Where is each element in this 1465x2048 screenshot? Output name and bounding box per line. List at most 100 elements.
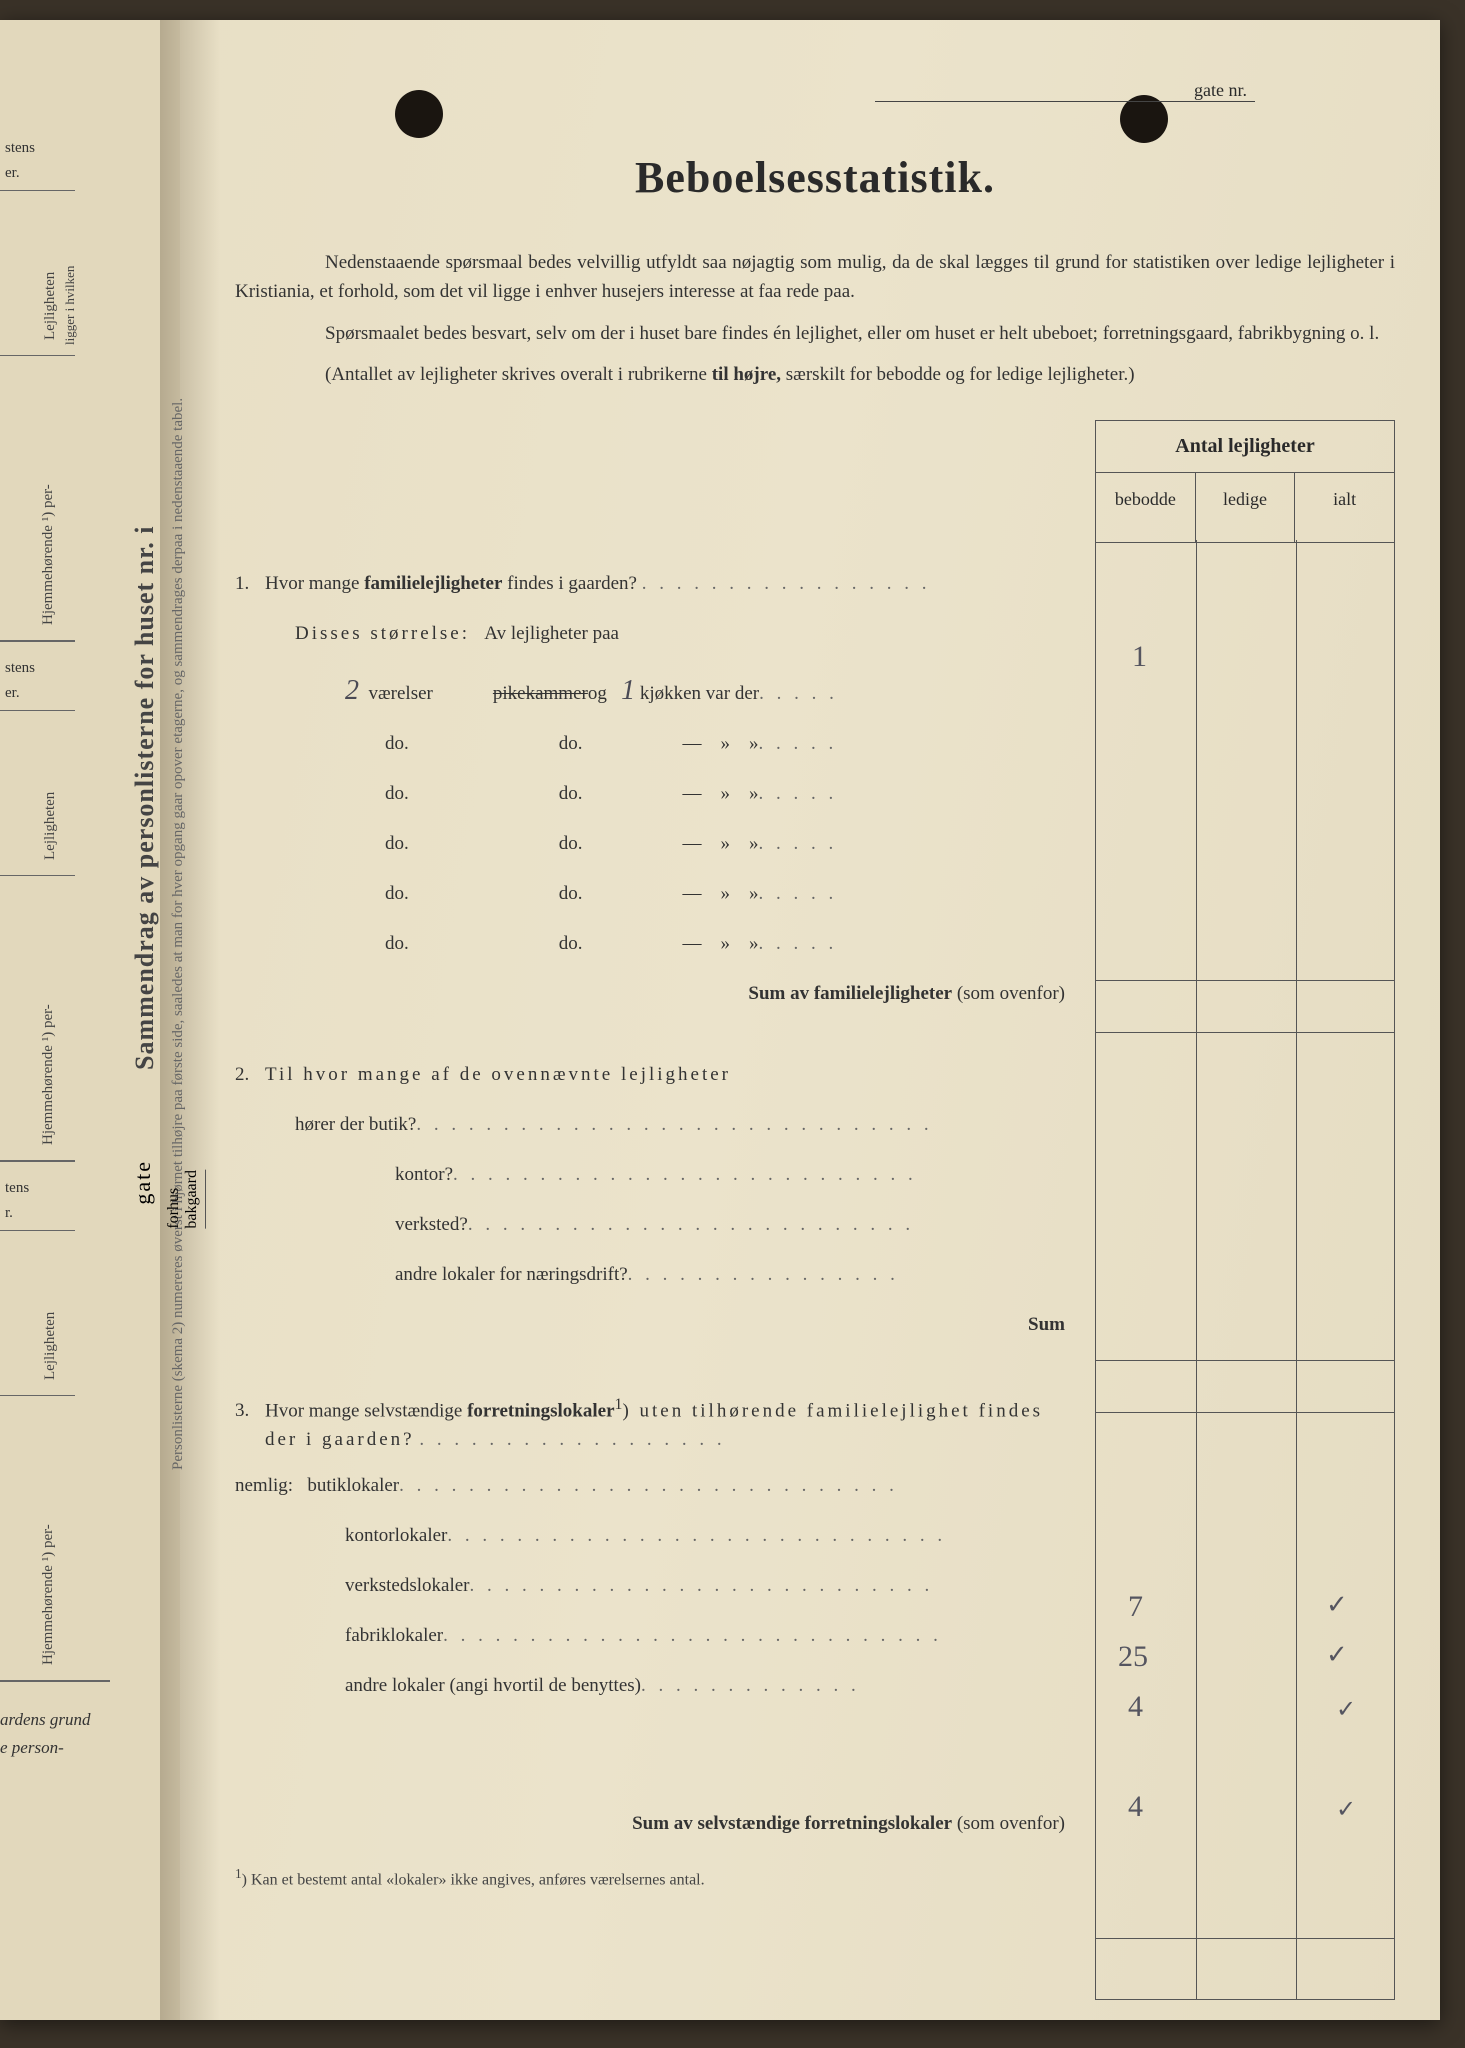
intro-p2: Spørsmaalet bedes besvart, selv om der i… — [235, 319, 1395, 348]
text: — — [683, 730, 702, 759]
q3-r3: verkstedslokaler . . . . . . . . . . . .… — [235, 1572, 1075, 1604]
text: verksted? — [395, 1211, 468, 1240]
text: værelser — [369, 680, 433, 709]
q1-disses: Disses størrelse: Av lejligheter paa — [235, 620, 1075, 652]
left-frag: ardens grund — [0, 1710, 91, 1730]
sidebar-note: Personlisterne (skema 2) numereres øvers… — [170, 170, 187, 1470]
hw-value: 4 — [1128, 1690, 1143, 1724]
dots: . . . . . — [759, 930, 838, 959]
dots: . . . . . — [759, 780, 838, 809]
dots: . . . . . — [759, 880, 838, 909]
text: » — [721, 880, 731, 909]
grid-hline — [1096, 1360, 1394, 1362]
q1-line-do: do. do. — » » . . . . . — [235, 930, 1075, 962]
grid-hline — [1096, 980, 1394, 982]
grid-hline — [1096, 1032, 1394, 1034]
q1-sum: Sum av familielejligheter (som ovenfor) — [235, 980, 1075, 1009]
col-bebodde: bebodde — [1096, 473, 1196, 542]
text: — — [683, 930, 702, 959]
hw-check: ✓ — [1336, 1795, 1356, 1824]
binding-shadow — [160, 20, 220, 2020]
left-frag: ligger i hvilken — [62, 205, 78, 345]
q2-r3: verksted? . . . . . . . . . . . . . . . … — [235, 1211, 1075, 1243]
sup: 1 — [235, 1866, 242, 1881]
sum-text: (som ovenfor) — [952, 1813, 1065, 1834]
text: andre lokaler for næringsdrift? — [395, 1261, 628, 1290]
q1-line-do: do. do. — » » . . . . . — [235, 880, 1075, 912]
intro-p3: (Antallet av lejligheter skrives overalt… — [235, 360, 1395, 389]
text: » — [721, 730, 731, 759]
forhus-label: forhus — [165, 1188, 182, 1229]
text: verkstedslokaler — [345, 1572, 470, 1601]
sum-bold: Sum av familielejligheter — [748, 983, 952, 1004]
q-text: Hvor mange selvstændige forretningslokal… — [265, 1393, 1075, 1454]
intro-text: Nedenstaaende spørsmaal bedes velvillig … — [235, 252, 1395, 302]
q2-sum: Sum — [235, 1311, 1075, 1340]
q3-r2: kontorlokaler . . . . . . . . . . . . . … — [235, 1522, 1075, 1554]
dots: . . . . . — [759, 830, 838, 859]
left-frag: Lejligheten — [42, 730, 59, 860]
grid-vline — [1296, 540, 1297, 1999]
q-num: 3. — [235, 1397, 265, 1426]
intro-p1: Nedenstaaende spørsmaal bedes velvillig … — [235, 248, 1395, 307]
q2-row: 2. Til hvor mange af de ovennævnte lejli… — [235, 1061, 1075, 1093]
left-rule — [0, 1395, 75, 1396]
sum-text: (som ovenfor) — [952, 983, 1065, 1004]
hw-value: 25 — [1118, 1640, 1148, 1674]
q1-line-do: do. do. — » » . . . . . — [235, 730, 1075, 762]
left-rule — [0, 1160, 75, 1162]
main-content: gate nr. Beboelsesstatistik. Nedenstaaen… — [235, 80, 1395, 1892]
grid-hline — [1096, 1938, 1394, 1940]
text: butiklokaler — [307, 1472, 399, 1501]
intro-bold: til højre, — [712, 364, 781, 385]
intro-text: (Antallet av lejligheter skrives overalt… — [325, 364, 712, 385]
text: Hvor mange selvstændige — [265, 1400, 467, 1421]
left-rule — [0, 875, 75, 876]
left-rule — [0, 710, 75, 711]
left-frag: Lejligheten — [42, 1250, 59, 1380]
text: do. — [559, 830, 583, 859]
text: » — [749, 730, 759, 759]
intro-text: Spørsmaalet bedes besvart, selv om der i… — [325, 323, 1379, 344]
dots: . . . . . . . . . . . . . . . . . . . . … — [468, 1211, 914, 1240]
left-frag: r. — [5, 1205, 13, 1222]
dots: . . . . . . . . . . . . . . . . . . . . … — [447, 1522, 946, 1551]
text: — — [683, 880, 702, 909]
q-num: 1. — [235, 570, 265, 599]
text: » — [721, 780, 731, 809]
hw-check: ✓ — [1326, 1640, 1348, 1670]
dots: . . . . . . . . . . . . . . . . . . . . … — [453, 1161, 917, 1190]
q1-line-do: do. do. — » » . . . . . — [235, 830, 1075, 862]
text: Disses størrelse: — [295, 620, 470, 649]
hw-check: ✓ — [1336, 1695, 1356, 1724]
questions: 1. Hvor mange familielejligheter findes … — [235, 420, 1075, 1892]
q3-nemlig: nemlig: butiklokaler . . . . . . . . . .… — [235, 1472, 1075, 1504]
q-num: 2. — [235, 1061, 265, 1090]
left-frag: er. — [5, 165, 20, 182]
text: » — [749, 780, 759, 809]
sidebar-title: Sammendrag av personlisterne for huset n… — [130, 170, 160, 1070]
text: » — [749, 930, 759, 959]
col-ialt: ialt — [1295, 473, 1394, 542]
text: do. — [385, 730, 409, 759]
dots: . . . . . . . . . . . . . . . . . . — [419, 1429, 725, 1450]
dots: . . . . . . . . . . . . . . . . . . . . … — [399, 1472, 898, 1501]
hw-value: 7 — [1128, 1590, 1143, 1624]
q2-r2: kontor? . . . . . . . . . . . . . . . . … — [235, 1161, 1075, 1193]
grid-hline — [1096, 1412, 1394, 1414]
left-frag: Hjemmehørende ¹) per- — [40, 375, 57, 625]
q3-r5: andre lokaler (angi hvortil de benyttes)… — [235, 1672, 1075, 1704]
text: » — [749, 830, 759, 859]
left-rule — [0, 355, 75, 356]
text: do. — [385, 880, 409, 909]
text: kontorlokaler — [345, 1522, 447, 1551]
left-frag: Lejligheten — [42, 210, 59, 340]
dots: . . . . . . . . . . . . . . . . . . . . … — [470, 1572, 934, 1601]
text: og — [588, 680, 607, 709]
left-rule — [0, 640, 75, 642]
sidebar-forhus: forhus bakgaard — [165, 1170, 206, 1229]
text: do. — [559, 930, 583, 959]
text: fabriklokaler — [345, 1622, 443, 1651]
gate-label: gate nr. — [1194, 80, 1247, 100]
text: — — [683, 830, 702, 859]
